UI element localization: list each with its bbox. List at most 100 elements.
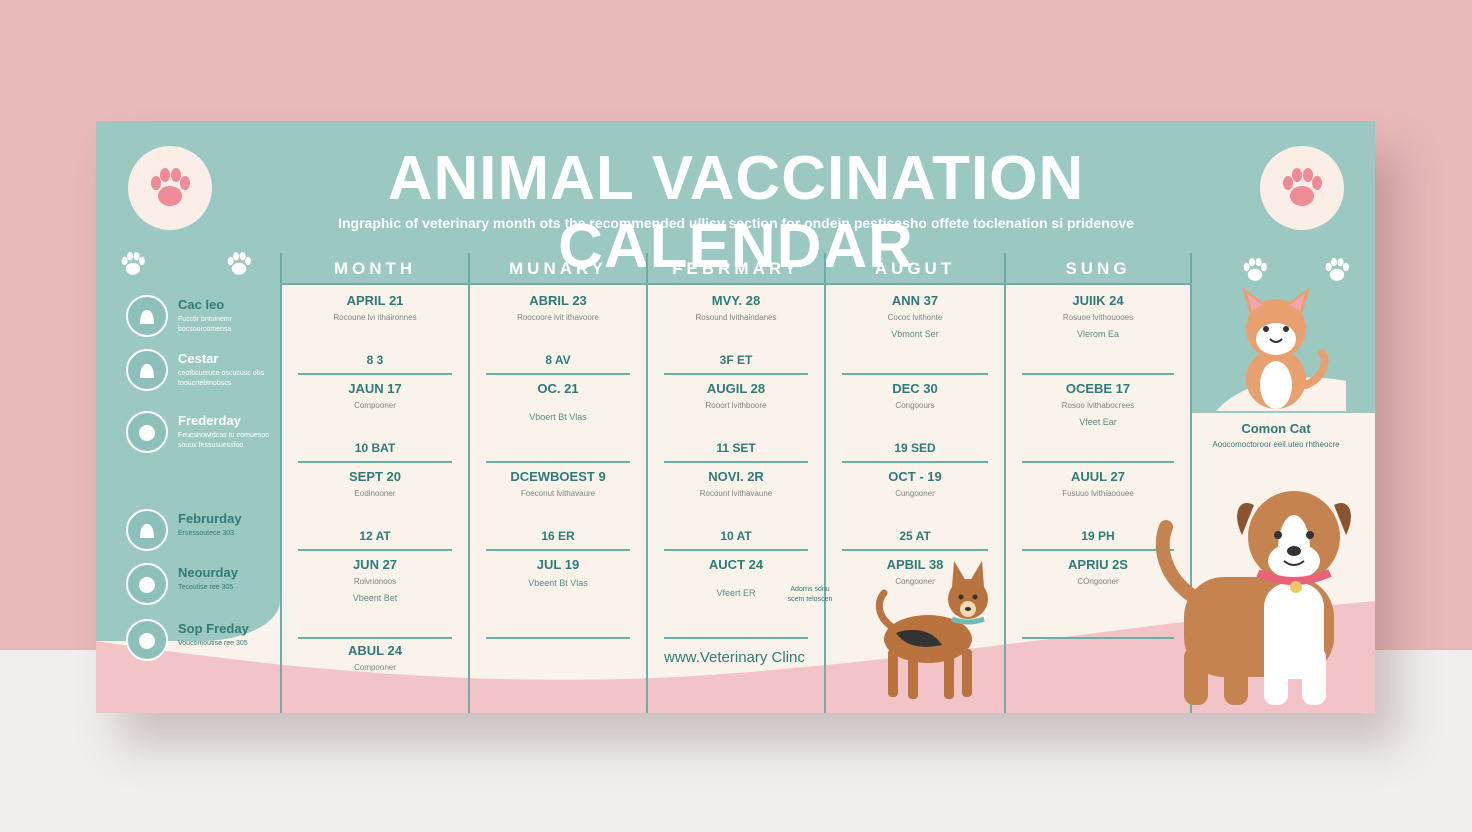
dog-face-icon [126,411,168,453]
sidebar-item: Cestar ceotbcucruce oscucusc obs tooucrt… [126,349,276,393]
sidebar-item-name: Neourday [178,565,238,580]
cell-vaccine: Vboert Bt Vlas [529,412,587,422]
cell-divider [298,637,452,639]
calendar-cell: OCEBE 17 Rosoo lvithabocrees Vfeet Ear [1022,375,1174,463]
cell-date: AUGIL 28 [706,381,766,396]
poster-subtitle: Ingraphic of veterinary month ots the re… [338,215,1134,231]
cell-note: Rosound lvithaindanes [695,313,777,322]
cell-vaccine: Vfeert ER [716,588,756,598]
cell-note: Roocoore lvit ithavoore [517,313,599,322]
sidebar-item-name: Sop Freday [178,621,249,636]
cell-date: ABRIL 23 [529,293,587,308]
calendar-cell: MVY. 28 Rosound lvithaindanes 3F ET [664,287,808,375]
cell-date: ANN 37 [891,293,939,308]
paw-icon [1243,258,1267,281]
cell-date: MVY. 28 [711,293,761,308]
cell-note: Cococ lvithonte [887,313,943,322]
cell-code: 10 BAT [354,441,396,455]
cell-note: Cungooner [895,489,935,498]
cell-date: OC. 21 [537,381,579,396]
cell-divider [486,373,630,375]
dog-face-icon [126,563,168,605]
calendar-cell: JUL 19 Vbeent Bt Vlas [486,551,630,639]
calendar-cell: DEC 30 Congoours 19 SED [842,375,988,463]
calendar-cell: OCT - 19 Cungooner 25 AT [842,463,988,551]
calendar-column: MUNARY ABRIL 23 Roocoore lvit ithavoore … [468,253,646,713]
cell-code: 19 SED [894,441,936,455]
cell-divider [1022,373,1174,375]
cell-note: Rosuoe lvithouooes [1062,313,1134,322]
calendar-column: AUGUT ANN 37 Cococ lvithonte Vbmont Ser … [824,253,1004,713]
paw-icon [121,252,145,275]
side-note: Adorns sdnu scem teloscen [787,586,833,603]
cell-note: Rocount lvithavaune [699,489,773,498]
cell-date: APRIL 21 [346,293,404,308]
cell-date: ABUL 24 [348,643,402,658]
paw-icon [151,168,190,206]
cell-note: COngooner [1077,577,1119,586]
sidebar-item-name: Cac Ieo [178,297,225,312]
vaccination-poster: ANIMAL VACCINATION CALENDAR Ingraphic of… [96,121,1375,713]
cell-code: 8 3 [366,353,384,367]
calendar-cell: APBIL 38 Congooner [842,551,988,639]
cell-note: Foeconut lvithavaure [520,489,596,498]
cell-date: NOVI. 2R [708,469,764,484]
sidebar-item-desc: Ersessoutece 303 [178,530,235,537]
cell-note: Rolvrionoos [353,577,397,586]
cell-code: 25 AT [899,529,931,543]
poster-title: ANIMAL VACCINATION CALENDAR [387,144,1085,281]
cell-code: 8 AV [545,353,571,367]
cell-note: Rooort lvithboore [705,401,767,410]
paw-icon [1283,168,1322,206]
calendar-cell: JUIIK 24 Rosuoe lvithouooes Vlerom Ea [1022,287,1174,375]
cell-divider [842,461,988,463]
cell-code: 3F ET [719,353,753,367]
calendar-cell: ABRIL 23 Roocoore lvit ithavoore 8 AV [486,287,630,375]
sidebar-item: Frederday Feucsnowtdcas tu eomuesoo souu… [126,411,276,455]
sidebar-item-desc: Feucsnowtdcas tu eomuesoo souux fessusue… [178,432,270,449]
cell-code: 11 SET [716,441,756,455]
header-band [96,121,1375,284]
cell-divider [298,461,452,463]
cell-code: 19 PH [1081,529,1115,543]
calendar-column: SUNG JUIIK 24 Rosuoe lvithouooes Vlerom … [1004,253,1192,713]
cell-date: OCEBE 17 [1065,381,1131,396]
column-header: FEBRMARY [648,253,824,285]
paw-icon [1325,258,1349,281]
calendar-cell: APRIL 21 Rocoune lvi ithaironnes 8 3 [298,287,452,375]
cell-divider [664,373,808,375]
dog-face-icon [126,619,168,661]
calendar-table: MONTH APRIL 21 Rocoune lvi ithaironnes 8… [280,253,1192,713]
sidebar-item-desc: Voucomoutise ree 305 [178,640,248,647]
cell-note: Eodinooner [354,489,396,498]
cell-divider [1022,637,1174,639]
cell-note: Rocoune lvi ithaironnes [333,313,417,322]
cell-note: Compooner [354,401,396,410]
cell-date: JUN 27 [352,557,398,572]
cell-note: Fusuuo lvithiaoouee [1062,489,1134,498]
cell-divider [664,461,808,463]
clinic-website: www.Veterinary Clinc [664,649,805,666]
cell-date: APRIU 2S [1068,557,1128,572]
sidebar-item-name: Cestar [178,351,219,366]
cell-divider [842,549,988,551]
calendar-cell: OC. 21 Vboert Bt Vlas [486,375,630,463]
calendar-cell: SEPT 20 Eodinooner 12 AT [298,463,452,551]
cell-divider [486,461,630,463]
cell-note: Congoours [895,401,935,410]
cell-date: DCEWBOEST 9 [510,469,606,484]
cell-divider [664,549,808,551]
calendar-cell: AUGIL 28 Rooort lvithboore 11 SET [664,375,808,463]
cell-vaccine: Vlerom Ea [1076,329,1120,339]
cell-divider [486,637,630,639]
cat-face-icon [126,349,168,391]
cat-label: Comon Cat [1241,421,1311,436]
cell-date: AUUL 27 [1071,469,1125,484]
paw-badge-right [1260,146,1344,230]
cell-divider [486,549,630,551]
cell-vaccine: Vbmont Ser [891,329,939,339]
sidebar-item: Februrday Ersessoutece 303 [126,509,276,553]
sidebar-item-name: Februrday [178,511,242,526]
cell-vaccine: Vfeet Ear [1079,417,1117,427]
sidebar-item: Cac Ieo Fucctir bntuinemr bocsoorcomensa [126,295,276,339]
